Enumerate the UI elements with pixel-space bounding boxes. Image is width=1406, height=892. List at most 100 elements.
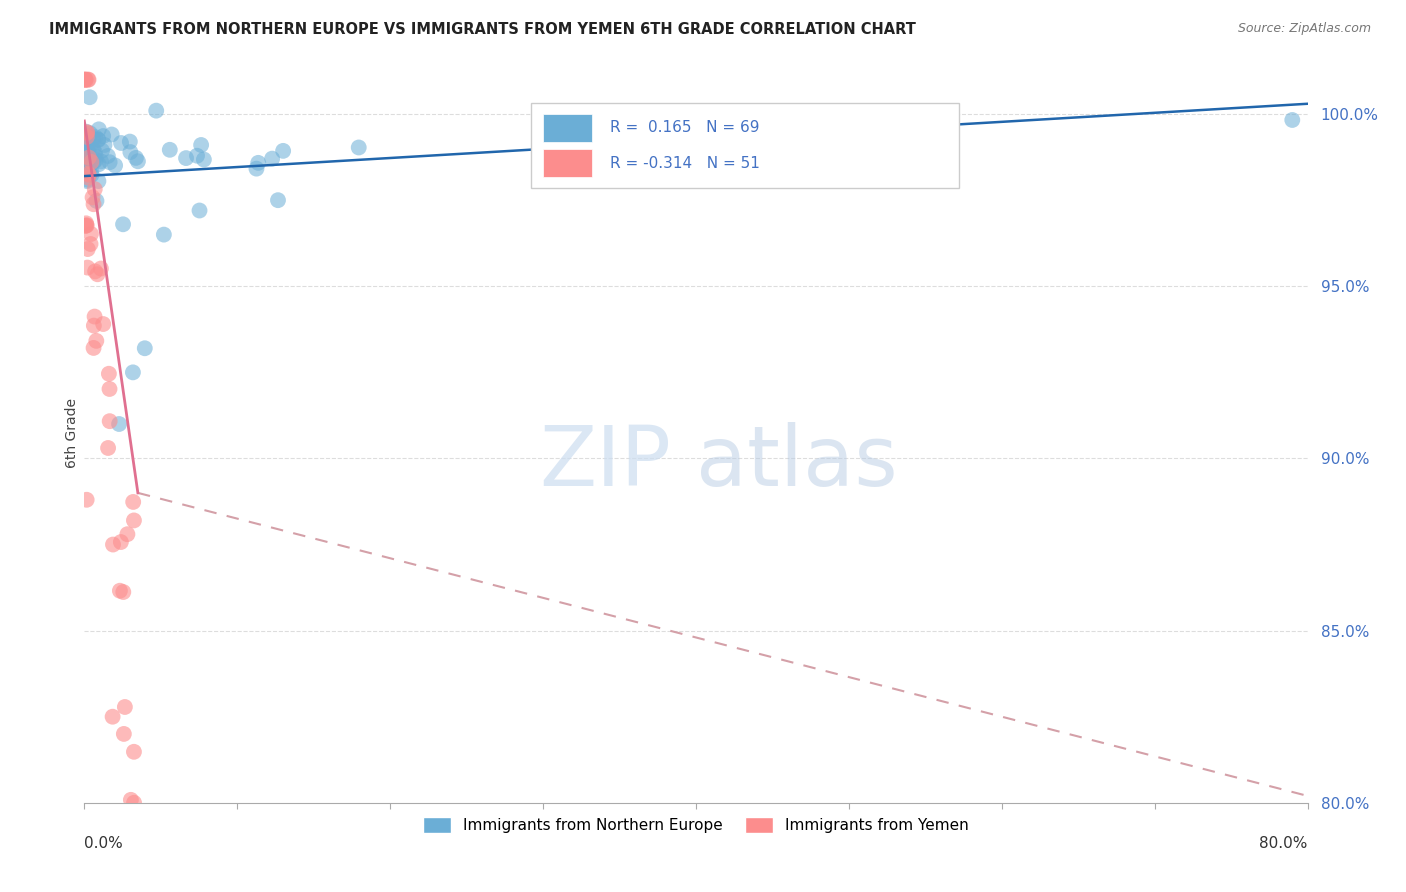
Point (87, 157, 110, 171)
Point (82, 190, 104, 204)
Point (75, 148, 97, 162)
Point (145, 103, 167, 118)
Point (84, 149, 107, 163)
Point (73, 72, 96, 87)
Point (193, 153, 215, 167)
Point (76, 260, 98, 275)
Point (110, 136, 132, 150)
Text: R =  0.165   N = 69: R = 0.165 N = 69 (610, 120, 759, 135)
Point (90, 154, 112, 169)
Point (79, 135, 101, 149)
Point (75, 128, 97, 143)
Point (97, 149, 120, 163)
Point (76, 129, 98, 144)
Point (84, 130, 107, 145)
Point (76, 173, 98, 187)
Text: 80.0%: 80.0% (1260, 836, 1308, 851)
Point (87, 132, 110, 146)
Point (267, 193, 290, 207)
Point (247, 156, 270, 170)
Point (108, 417, 131, 431)
Point (117, 527, 139, 541)
Point (86, 267, 108, 281)
Point (122, 745, 145, 759)
Point (83, 310, 105, 324)
FancyBboxPatch shape (543, 149, 592, 178)
Point (77, 72, 100, 87)
Point (75, 72, 97, 87)
Point (76, 219, 98, 233)
Point (75, 216, 97, 230)
Point (79, 166, 101, 180)
Point (80, 155, 103, 169)
Point (76, 126, 98, 140)
Point (188, 203, 211, 218)
Point (93, 137, 115, 152)
Point (153, 227, 176, 242)
Point (80, 168, 103, 182)
Point (186, 149, 208, 163)
Point (77, 153, 100, 167)
Point (1281, 113, 1303, 128)
Point (118, 135, 141, 149)
Point (77, 151, 100, 165)
Point (83, 341, 105, 355)
Point (77, 72, 100, 87)
Point (91, 144, 114, 158)
FancyBboxPatch shape (531, 103, 959, 188)
Point (159, 143, 181, 157)
Point (110, 535, 132, 549)
Point (97, 441, 120, 455)
Point (76, 242, 98, 256)
Point (112, 217, 135, 231)
Point (127, 154, 149, 169)
FancyBboxPatch shape (543, 113, 592, 142)
Text: ZIP: ZIP (540, 422, 672, 503)
Point (79, 127, 101, 141)
Point (73, 72, 96, 87)
Point (83, 155, 105, 169)
Point (76, 136, 98, 150)
Point (347, 140, 370, 154)
Point (122, 796, 145, 810)
Point (76, 143, 98, 157)
Point (79, 237, 101, 252)
Text: R = -0.314   N = 51: R = -0.314 N = 51 (610, 155, 761, 170)
Point (174, 151, 197, 165)
Point (73, 153, 96, 168)
Y-axis label: 6th Grade: 6th Grade (65, 398, 79, 467)
Point (87, 174, 110, 188)
Point (120, 793, 142, 807)
Text: IMMIGRANTS FROM NORTHERN EUROPE VS IMMIGRANTS FROM YEMEN 6TH GRADE CORRELATION C: IMMIGRANTS FROM NORTHERN EUROPE VS IMMIG… (49, 22, 917, 37)
Point (112, 585, 135, 599)
Point (86, 194, 108, 208)
Point (84, 153, 107, 168)
Point (190, 138, 212, 153)
Point (91, 129, 114, 144)
Point (125, 151, 148, 165)
Point (112, 727, 135, 741)
Point (87, 133, 110, 147)
Point (76, 143, 98, 157)
Point (76, 174, 98, 188)
Point (120, 145, 142, 159)
Point (83, 182, 105, 196)
Point (122, 365, 145, 379)
Text: Source: ZipAtlas.com: Source: ZipAtlas.com (1237, 22, 1371, 36)
Point (271, 144, 294, 158)
Point (98, 155, 121, 169)
Point (82, 143, 104, 157)
Point (262, 152, 284, 166)
Point (77, 167, 100, 181)
Point (83, 145, 105, 160)
Point (104, 158, 127, 172)
Point (91, 317, 114, 331)
Point (97, 367, 120, 381)
Point (84, 264, 107, 278)
Point (76, 125, 98, 139)
Legend: Immigrants from Northern Europe, Immigrants from Yemen: Immigrants from Northern Europe, Immigra… (418, 812, 974, 839)
Point (77, 170, 100, 185)
Point (101, 709, 124, 723)
Point (86, 334, 108, 348)
Point (122, 513, 145, 527)
